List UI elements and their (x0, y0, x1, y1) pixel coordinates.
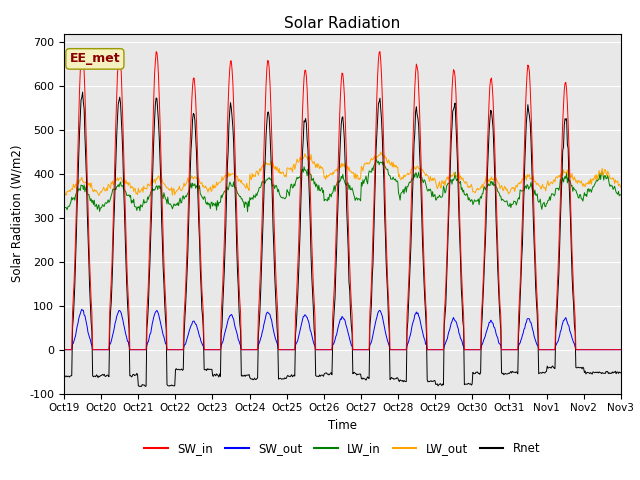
SW_in (185, 192, 193, 197)
SW_out (78, 306, 86, 312)
X-axis label: Time: Time (328, 419, 357, 432)
SW_in (79, 46, 86, 51)
SW_in (70, 279, 78, 285)
LW_out (95, 192, 102, 198)
SW_out (214, 347, 222, 353)
Line: Rnet: Rnet (64, 92, 621, 386)
Rnet (215, 374, 223, 380)
SW_in (428, 347, 435, 353)
LW_out (128, 185, 136, 191)
Rnet (79, 89, 86, 95)
LW_out (70, 183, 78, 189)
SW_out (428, 347, 435, 353)
LW_out (617, 184, 625, 190)
Line: LW_in: LW_in (64, 157, 621, 212)
Rnet (60, 373, 68, 379)
Rnet (617, 370, 625, 376)
SW_out (60, 347, 68, 353)
SW_in (128, 347, 136, 353)
SW_out (128, 347, 136, 353)
LW_in (184, 191, 192, 196)
Line: LW_out: LW_out (64, 152, 621, 195)
LW_out (60, 190, 68, 196)
SW_in (411, 84, 419, 90)
SW_in (617, 347, 625, 353)
Rnet (128, 373, 136, 379)
SW_in (60, 347, 68, 353)
LW_in (412, 170, 419, 176)
LW_out (214, 181, 222, 187)
Line: SW_in: SW_in (64, 48, 621, 350)
LW_out (185, 180, 193, 185)
Text: EE_met: EE_met (70, 52, 120, 65)
Line: SW_out: SW_out (64, 309, 621, 350)
SW_out (617, 347, 625, 353)
LW_out (412, 167, 419, 172)
Title: Solar Radiation: Solar Radiation (284, 16, 401, 31)
SW_in (214, 347, 222, 353)
Legend: SW_in, SW_out, LW_in, LW_out, Rnet: SW_in, SW_out, LW_in, LW_out, Rnet (140, 437, 545, 460)
Rnet (136, 384, 144, 389)
LW_in (617, 192, 625, 198)
Rnet (70, 300, 78, 306)
LW_in (127, 200, 135, 206)
LW_in (60, 204, 68, 210)
LW_in (428, 194, 436, 200)
LW_in (244, 209, 252, 215)
Rnet (186, 191, 193, 196)
LW_out (428, 178, 436, 183)
LW_in (372, 155, 380, 160)
SW_out (411, 312, 419, 318)
LW_in (70, 195, 78, 201)
Y-axis label: Solar Radiation (W/m2): Solar Radiation (W/m2) (11, 145, 24, 282)
SW_out (70, 338, 78, 344)
Rnet (412, 109, 419, 115)
LW_in (214, 198, 221, 204)
Rnet (428, 379, 436, 384)
LW_out (377, 149, 385, 155)
SW_out (185, 330, 193, 336)
